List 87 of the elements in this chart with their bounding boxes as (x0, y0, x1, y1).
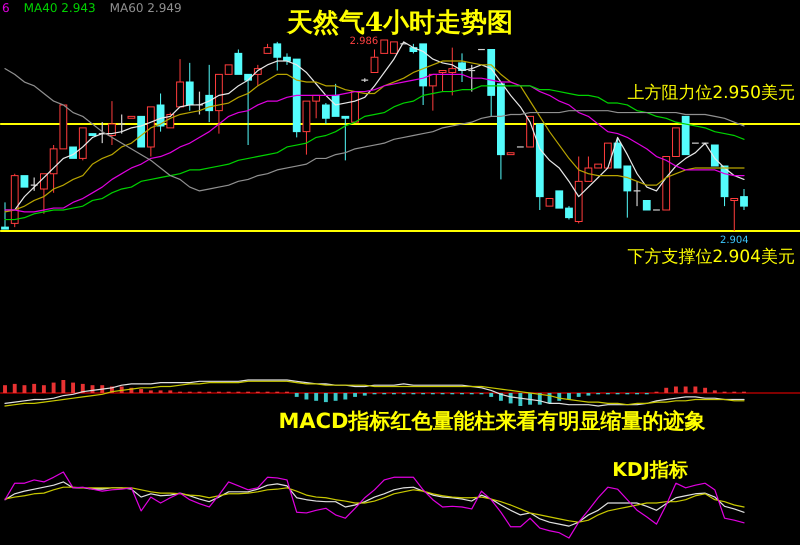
annotation: KDJ指标 (612, 459, 688, 481)
bar (712, 390, 717, 393)
candlestick (720, 166, 728, 207)
candlestick (428, 74, 437, 112)
candlestick (438, 70, 446, 92)
candlestick (292, 58, 301, 138)
candlestick (30, 176, 38, 192)
text: 6 (2, 1, 10, 15)
candlestick (672, 127, 680, 158)
candlestick (565, 206, 573, 220)
candlestick (186, 62, 194, 112)
candlestick (546, 198, 554, 207)
candlestick (137, 116, 146, 148)
candlestick (623, 166, 632, 218)
candlestick (20, 175, 28, 188)
bar (343, 393, 348, 400)
candlestick (1, 202, 9, 230)
candlestick (574, 156, 583, 224)
bar (518, 393, 522, 406)
annotation: 2.904 (720, 235, 749, 246)
bar (586, 393, 590, 396)
candlestick (59, 104, 68, 150)
candlestick (390, 41, 398, 54)
candlestick (176, 58, 184, 108)
candlestick (146, 106, 155, 158)
bar (684, 386, 688, 393)
candlestick (40, 173, 48, 214)
candlestick (497, 83, 505, 180)
candlestick (108, 100, 116, 146)
bar (3, 385, 7, 393)
candlestick (740, 188, 748, 210)
candlestick (50, 144, 58, 194)
bar (32, 384, 36, 393)
candlestick (458, 52, 466, 83)
candlestick (614, 136, 622, 168)
bar (314, 393, 318, 401)
bar (71, 382, 76, 393)
candlestick (730, 198, 738, 232)
bar (52, 382, 56, 393)
candlestick (448, 47, 456, 96)
bar (61, 380, 66, 393)
candlestick (283, 52, 291, 66)
ref-line-label: 下方支撑位2.904美元 (627, 247, 795, 267)
candlestick (468, 64, 476, 92)
candlestick (682, 116, 690, 156)
bar (567, 393, 571, 400)
candlestick (536, 124, 544, 210)
bar (703, 388, 708, 393)
candlestick (370, 49, 378, 73)
candlestick (78, 127, 87, 161)
text: MA60 2.949 (110, 1, 182, 15)
bar (42, 385, 46, 393)
bar (353, 393, 357, 397)
candlestick (380, 40, 388, 54)
bar (294, 393, 299, 397)
ref-line-label: 上方阻力位2.950美元 (627, 83, 795, 104)
bar (158, 390, 163, 393)
candlestick (555, 190, 564, 209)
bar (139, 389, 144, 393)
candlestick (88, 133, 96, 136)
bar (489, 393, 494, 397)
candlestick (264, 43, 272, 54)
bar (334, 393, 338, 401)
annotation: 2.986 (350, 36, 378, 47)
bar (22, 385, 26, 393)
candlestick (302, 100, 310, 156)
candlestick (118, 114, 126, 134)
bar (674, 386, 678, 393)
text: MA40 2.943 (24, 1, 96, 15)
candlestick (526, 116, 534, 148)
candlestick (341, 116, 350, 161)
candlestick (273, 41, 282, 72)
candlestick (506, 152, 515, 156)
candlestick (312, 94, 320, 119)
chart-title: 天然气4小时走势图 (286, 8, 514, 38)
candlestick (360, 78, 369, 83)
bar (304, 393, 308, 400)
bar (693, 386, 698, 393)
candlestick (642, 200, 651, 210)
bar (324, 393, 328, 402)
bar (148, 390, 153, 393)
bar (576, 393, 581, 397)
candlestick (604, 142, 612, 168)
candlestick (633, 180, 642, 207)
candlestick (351, 91, 359, 123)
candlestick (10, 173, 19, 228)
candlestick (128, 116, 136, 119)
